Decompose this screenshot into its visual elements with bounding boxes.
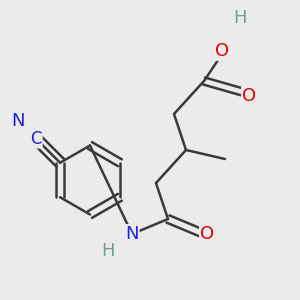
- Text: C: C: [30, 130, 42, 148]
- Text: H: H: [233, 9, 247, 27]
- Text: N: N: [11, 112, 25, 130]
- Text: H: H: [101, 242, 115, 260]
- Text: N: N: [125, 225, 139, 243]
- Text: O: O: [242, 87, 256, 105]
- Text: O: O: [200, 225, 214, 243]
- Text: O: O: [215, 42, 229, 60]
